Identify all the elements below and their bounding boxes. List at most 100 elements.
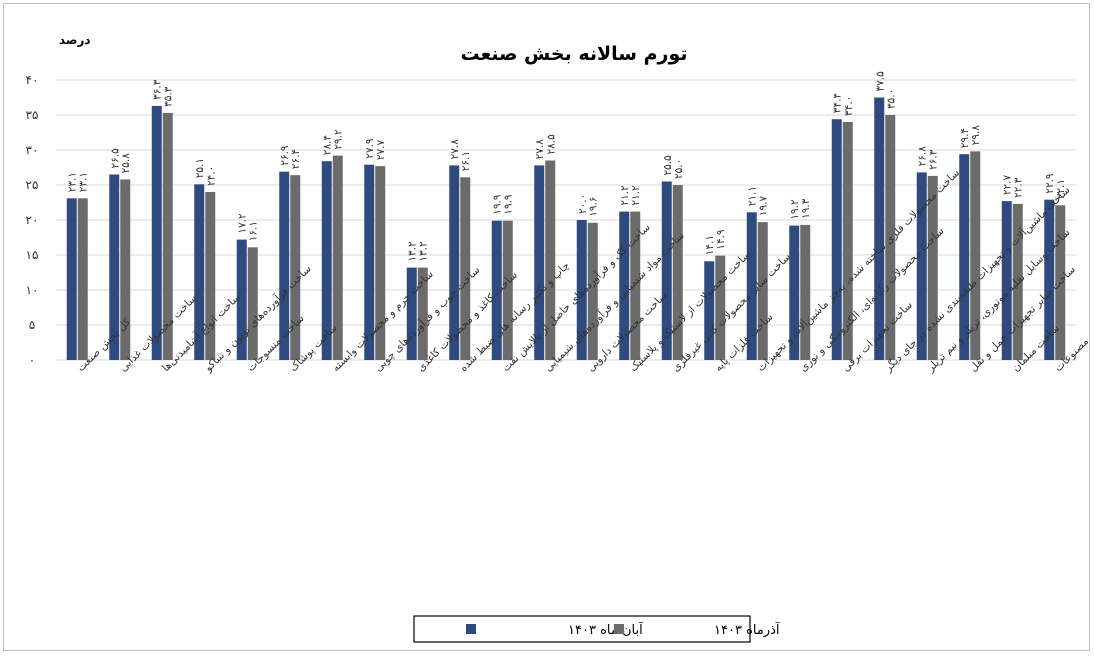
bar: [704, 261, 715, 360]
y-axis-ticks: ۰ ۵ ۱۰ ۱۵ ۲۰ ۲۵ ۳۰ ۳۵ ۴۰: [26, 73, 39, 367]
bar: [661, 181, 672, 360]
bar: [831, 119, 842, 360]
value-label: ۲۷.۷: [375, 139, 387, 160]
value-label: ۲۶.۵: [109, 148, 121, 169]
bar: [1055, 205, 1066, 360]
value-label: ۱۳.۲: [407, 241, 419, 262]
value-label: ۱۶.۱: [248, 221, 260, 241]
bar: [364, 164, 375, 360]
legend-label-aban: آبان ماه ۱۴۰۳: [568, 621, 644, 638]
value-label: ۲۵.۱: [194, 158, 206, 178]
bar: [1044, 199, 1055, 360]
y-axis-unit-label: درصد: [59, 33, 91, 47]
bar: [77, 198, 88, 360]
legend: آبان ماه ۱۴۰۳ آذرماه ۱۴۰۳: [413, 615, 781, 643]
value-label: ۲۱.۱: [747, 186, 759, 206]
value-label: ۱۹.۳: [800, 198, 812, 219]
y-tick-label: ۳۰: [26, 143, 39, 157]
bar: [460, 177, 471, 360]
value-label: ۳۴.۰: [843, 96, 855, 116]
value-label: ۳۶.۳: [152, 79, 164, 100]
value-label: ۲۷.۹: [364, 138, 376, 159]
value-label: ۲۹.۴: [959, 128, 971, 148]
bar: [194, 184, 205, 360]
value-label: ۲۵.۵: [662, 155, 674, 176]
bar: [449, 165, 460, 360]
y-tick-label: ۲۵: [26, 178, 39, 192]
value-label: ۱۴.۹: [715, 229, 727, 250]
bar: [1001, 201, 1012, 360]
bar: [279, 171, 290, 360]
legend-swatch-aban: [466, 624, 476, 634]
grid-lines: [56, 79, 1076, 361]
value-label: ۲۲.۹: [1044, 173, 1056, 194]
value-label: ۲۶.۳: [928, 149, 940, 170]
bar: [406, 267, 417, 360]
bar: [417, 267, 428, 360]
bar: [800, 224, 811, 360]
value-label: ۲۵.۰: [673, 159, 685, 179]
value-label: ۲۷.۸: [449, 139, 461, 160]
value-label: ۱۷.۲: [237, 213, 249, 234]
bar: [162, 112, 173, 361]
bar: [746, 212, 757, 360]
bar: [545, 160, 556, 360]
y-tick-label: ۳۵: [26, 108, 39, 122]
value-label: ۳۵.۳: [163, 86, 175, 107]
category-label: ساخت کک و فرآورده‌های حاصل از پالایش نفت: [499, 221, 653, 375]
bar: [247, 247, 258, 360]
bar: [332, 155, 343, 360]
value-label: ۲۹.۲: [333, 129, 345, 150]
bar: [587, 222, 598, 360]
value-label: ۳۷.۵: [874, 71, 886, 92]
value-label: ۲۱.۲: [630, 185, 642, 206]
bar: [885, 115, 896, 360]
bar: [672, 185, 683, 360]
y-tick-label: ۴۰: [26, 73, 39, 87]
y-tick-label: ۱۵: [26, 248, 39, 262]
bar: [715, 255, 726, 360]
value-label: ۲۲.۳: [1013, 177, 1025, 198]
bar: [120, 179, 131, 360]
bar: [576, 220, 587, 360]
value-label: ۲۸.۵: [545, 134, 557, 155]
bar: [236, 239, 247, 360]
bar: [502, 220, 513, 360]
value-label: ۱۹.۹: [492, 194, 504, 215]
bar: [757, 222, 768, 360]
bar: [970, 151, 981, 360]
bar: [927, 175, 938, 360]
value-label: ۲۳.۱: [67, 172, 79, 192]
y-tick-label: ۰: [29, 353, 35, 367]
bar: [66, 198, 77, 360]
value-label: ۲۶.۱: [460, 151, 472, 171]
bar: [874, 97, 885, 360]
chart-title: تورم سالانه بخش صنعت: [460, 43, 687, 65]
bar: [290, 175, 301, 360]
legend-swatch-azar: [614, 624, 624, 634]
value-label: ۱۹.۲: [789, 199, 801, 220]
value-label: ۲۲.۷: [1002, 174, 1014, 195]
value-label: ۲۹.۸: [970, 125, 982, 146]
bar: [789, 225, 800, 360]
chart-frame: درصد تورم سالانه بخش صنعت ۰ ۵ ۱۰ ۱۵ ۲۰ ۲۵ ۳۰ ۳۵…: [3, 3, 1091, 651]
value-label: ۱۴.۱: [704, 235, 716, 255]
value-label: ۱۹.۶: [588, 197, 600, 217]
legend-label-azar: آذرماه ۱۴۰۳: [714, 621, 781, 638]
bar: [151, 105, 162, 361]
bar: [491, 220, 502, 360]
bar: [205, 192, 216, 360]
y-tick-label: ۵: [29, 318, 35, 332]
bar: [630, 211, 641, 360]
value-label: ۲۲.۱: [1055, 179, 1067, 199]
bar: [619, 211, 630, 360]
value-label: ۲۶.۹: [279, 145, 291, 166]
bar: [375, 166, 386, 360]
value-label: ۲۶.۴: [290, 149, 302, 169]
value-label: ۲۳.۱: [78, 172, 90, 192]
y-tick-label: ۱۰: [26, 283, 39, 297]
bar: [1012, 203, 1023, 360]
bar: [959, 154, 970, 360]
bar-chart: درصد تورم سالانه بخش صنعت ۰ ۵ ۱۰ ۱۵ ۲۰ ۲۵ ۳۰ ۳۵…: [26, 33, 1091, 643]
bar: [321, 161, 332, 360]
